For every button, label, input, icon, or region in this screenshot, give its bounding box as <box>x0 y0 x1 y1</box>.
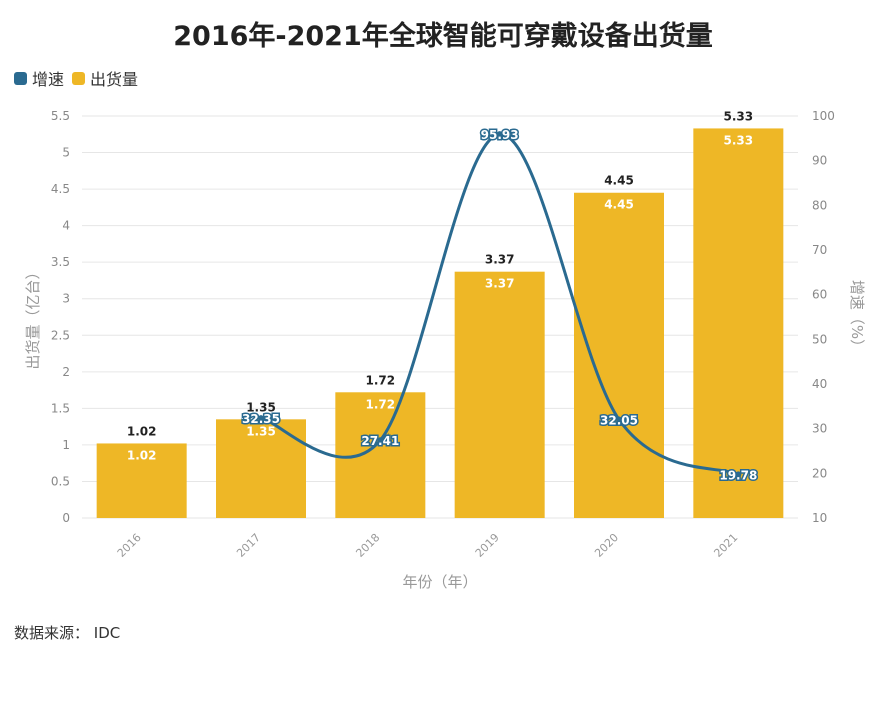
bar-inner-label: 1.72 <box>366 397 396 411</box>
y-axis-title: 出货量（亿台） <box>24 264 42 369</box>
legend-label-shipments: 出货量 <box>90 70 139 89</box>
bar <box>335 392 426 518</box>
growth-value-label: 95.93 <box>481 128 519 142</box>
y-tick-label: 1 <box>62 438 70 452</box>
y-tick-label: 5 <box>62 146 70 160</box>
y2-tick-label: 30 <box>812 422 827 436</box>
y2-tick-label: 90 <box>812 154 827 168</box>
bar <box>96 443 187 518</box>
x-tick-label: 2020 <box>592 531 621 560</box>
growth-point <box>496 131 503 138</box>
y2-tick-label: 60 <box>812 288 827 302</box>
y2-tick-label: 50 <box>812 332 827 346</box>
y-tick-label: 0 <box>62 511 70 525</box>
y-tick-label: 4 <box>62 219 70 233</box>
bar-inner-label: 4.45 <box>604 198 634 212</box>
growth-point <box>735 471 742 478</box>
bar-inner-label: 3.37 <box>485 277 515 291</box>
bar-value-label: 5.33 <box>724 109 754 123</box>
y-tick-label: 0.5 <box>51 474 70 488</box>
chart-title: 2016年-2021年全球智能可穿戴设备出货量 <box>173 21 713 52</box>
x-tick-label: 2017 <box>234 531 263 560</box>
growth-value-label: 32.05 <box>600 414 638 428</box>
bar-value-label: 1.02 <box>127 424 157 438</box>
y2-tick-label: 70 <box>812 243 827 257</box>
legend-swatch-growth <box>14 71 27 85</box>
bar <box>693 128 784 518</box>
growth-point <box>377 437 384 444</box>
bar <box>574 192 664 518</box>
y2-tick-label: 10 <box>812 511 827 525</box>
y2-tick-label: 20 <box>812 466 827 480</box>
legend-item-growth[interactable]: 增速 <box>14 66 64 90</box>
growth-value-label: 27.41 <box>361 434 399 448</box>
y-tick-label: 5.5 <box>51 109 70 123</box>
x-tick-label: 2021 <box>711 531 740 560</box>
y2-axis-title: 增速（%） <box>848 280 866 354</box>
bar-inner-label: 1.02 <box>127 448 157 462</box>
x-tick-label: 2019 <box>473 531 502 560</box>
legend-swatch-shipments <box>72 71 86 85</box>
growth-value-label: 19.78 <box>719 468 757 482</box>
growth-value-label: 32.35 <box>242 412 280 426</box>
data-source: 数据来源： IDC <box>14 624 121 642</box>
growth-point <box>616 416 622 423</box>
legend-label-growth: 增速 <box>32 70 65 89</box>
bar-inner-label: 1.35 <box>246 424 276 438</box>
y-tick-label: 3.5 <box>51 255 70 269</box>
y2-tick-label: 40 <box>812 377 827 391</box>
x-tick-label: 2016 <box>115 531 144 560</box>
y-tick-label: 2 <box>62 365 70 379</box>
bar-value-label: 1.72 <box>366 373 396 387</box>
x-axis-title: 年份（年） <box>402 573 477 591</box>
x-tick-label: 2018 <box>353 531 382 560</box>
bar <box>454 271 545 518</box>
bar-value-label: 4.45 <box>604 174 634 188</box>
y-tick-label: 4.5 <box>51 182 70 196</box>
legend: 增速 出货量 <box>14 66 146 90</box>
bar-value-label: 3.37 <box>485 253 515 267</box>
y-tick-label: 1.5 <box>51 401 70 415</box>
y-tick-label: 2.5 <box>51 328 70 342</box>
bar-value-label: 1.35 <box>246 400 276 414</box>
legend-item-shipments[interactable]: 出货量 <box>72 66 138 90</box>
bar-inner-label: 5.33 <box>724 133 754 147</box>
y-tick-label: 3 <box>62 292 70 306</box>
y2-tick-label: 100 <box>812 109 835 123</box>
y2-tick-label: 80 <box>812 198 827 212</box>
growth-point <box>258 415 264 422</box>
